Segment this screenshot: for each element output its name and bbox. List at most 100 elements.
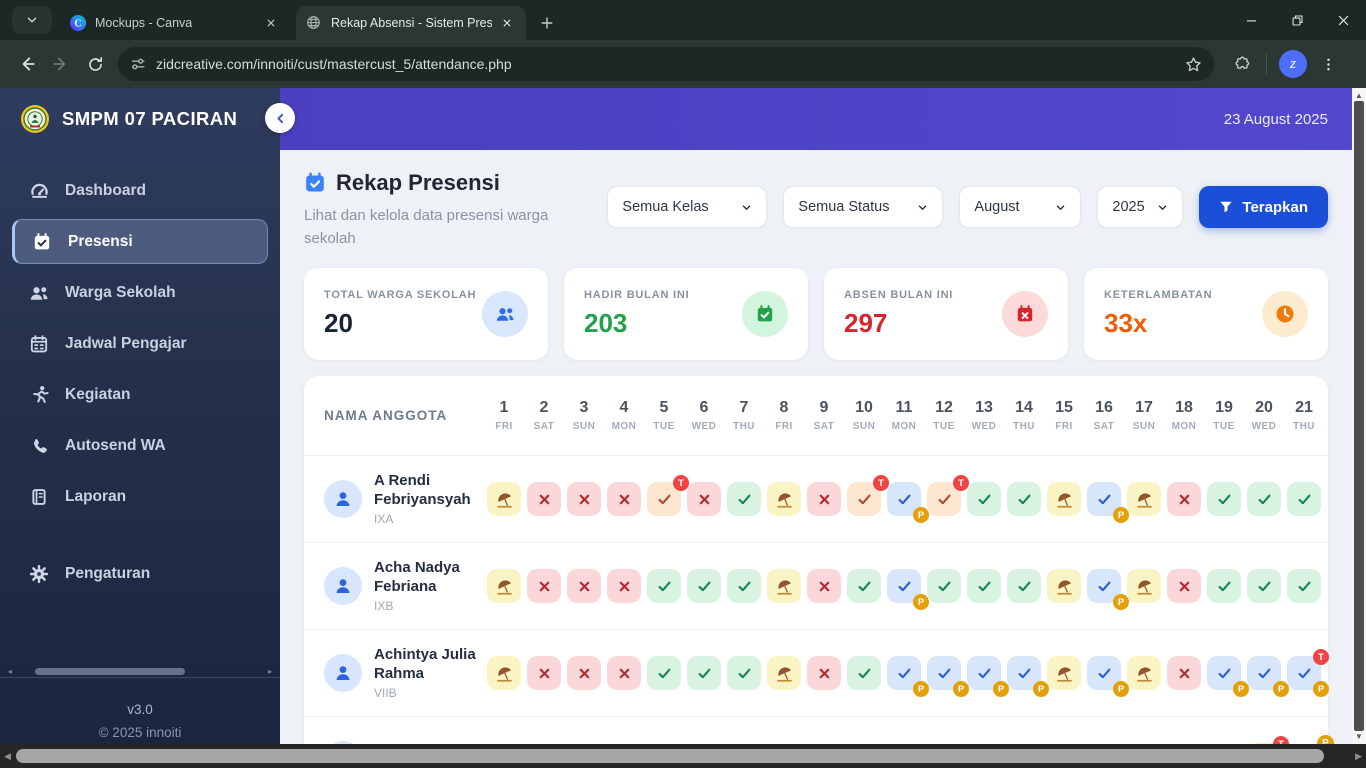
- sidebar-collapse-button[interactable]: [265, 103, 295, 133]
- status-absent[interactable]: [807, 656, 841, 690]
- status-late[interactable]: T: [647, 482, 681, 516]
- status-holiday[interactable]: [1047, 569, 1081, 603]
- sidebar-item-dashboard[interactable]: Dashboard: [12, 168, 268, 213]
- status-present[interactable]: [1207, 569, 1241, 603]
- sidebar-scroll-thumb[interactable]: [35, 668, 185, 675]
- status-present[interactable]: [1287, 482, 1321, 516]
- status-holiday[interactable]: [767, 482, 801, 516]
- status-izin-late[interactable]: TP: [1287, 656, 1321, 690]
- month-select[interactable]: August: [959, 186, 1081, 228]
- reload-icon[interactable]: [78, 47, 112, 81]
- status-absent[interactable]: [1167, 656, 1201, 690]
- status-absent[interactable]: [567, 482, 601, 516]
- status-present[interactable]: [647, 569, 681, 603]
- tab-close-icon[interactable]: [262, 14, 280, 32]
- status-present[interactable]: [1207, 482, 1241, 516]
- status-izin[interactable]: P: [887, 482, 921, 516]
- scroll-right-icon[interactable]: ▸: [268, 667, 272, 676]
- scroll-right-icon[interactable]: ▶: [1355, 751, 1362, 762]
- status-present[interactable]: [847, 569, 881, 603]
- sidebar-item-warga-sekolah[interactable]: Warga Sekolah: [12, 270, 268, 315]
- status-izin[interactable]: P: [967, 656, 1001, 690]
- status-holiday[interactable]: [487, 656, 521, 690]
- close-window-button[interactable]: [1320, 0, 1366, 40]
- status-present[interactable]: [1007, 569, 1041, 603]
- sidebar-item-kegiatan[interactable]: Kegiatan: [12, 372, 268, 417]
- status-present[interactable]: [1247, 569, 1281, 603]
- url-text[interactable]: zidcreative.com/innoiti/cust/mastercust_…: [156, 56, 1178, 72]
- status-present[interactable]: [727, 482, 761, 516]
- address-bar[interactable]: zidcreative.com/innoiti/cust/mastercust_…: [118, 47, 1214, 81]
- horizontal-scrollbar[interactable]: ◀ ▶: [0, 744, 1366, 768]
- status-holiday[interactable]: [487, 482, 521, 516]
- status-holiday[interactable]: [487, 569, 521, 603]
- bookmark-star-icon[interactable]: [1178, 49, 1208, 79]
- status-holiday[interactable]: [1127, 482, 1161, 516]
- vertical-scroll-thumb[interactable]: [1354, 101, 1364, 731]
- status-izin[interactable]: P: [1007, 656, 1041, 690]
- status-present[interactable]: [687, 656, 721, 690]
- status-absent[interactable]: [687, 482, 721, 516]
- status-present[interactable]: [1287, 569, 1321, 603]
- browser-menu-icon[interactable]: [1311, 47, 1345, 81]
- status-absent[interactable]: [1167, 569, 1201, 603]
- status-present[interactable]: [727, 569, 761, 603]
- tab-search-button[interactable]: [12, 6, 52, 34]
- status-izin[interactable]: P: [1207, 656, 1241, 690]
- back-icon[interactable]: [10, 47, 44, 81]
- status-absent[interactable]: [607, 482, 641, 516]
- status-present[interactable]: [647, 656, 681, 690]
- status-absent[interactable]: [567, 569, 601, 603]
- browser-tab-rekap-absensi[interactable]: Rekap Absensi - Sistem Presens: [296, 6, 526, 40]
- sidebar-item-autosend-wa[interactable]: Autosend WA: [12, 423, 268, 468]
- status-absent[interactable]: [567, 656, 601, 690]
- status-absent[interactable]: [527, 569, 561, 603]
- status-izin[interactable]: P: [927, 656, 961, 690]
- status-present[interactable]: [727, 656, 761, 690]
- scroll-left-icon[interactable]: ◀: [4, 751, 11, 762]
- status-izin[interactable]: P: [1087, 482, 1121, 516]
- minimize-button[interactable]: [1228, 0, 1274, 40]
- status-absent[interactable]: [527, 482, 561, 516]
- status-absent[interactable]: [807, 482, 841, 516]
- sidebar-item-presensi[interactable]: Presensi: [12, 219, 268, 264]
- status-izin[interactable]: P: [1087, 656, 1121, 690]
- kelas-select[interactable]: Semua Kelas: [607, 186, 767, 228]
- status-izin[interactable]: P: [887, 656, 921, 690]
- vertical-scrollbar[interactable]: ▲ ▼: [1352, 88, 1366, 744]
- status-holiday[interactable]: [1047, 482, 1081, 516]
- site-settings-icon[interactable]: [130, 56, 146, 72]
- scroll-up-icon[interactable]: ▲: [1352, 91, 1366, 100]
- extensions-icon[interactable]: [1224, 47, 1258, 81]
- status-absent[interactable]: [527, 656, 561, 690]
- browser-tab-canva[interactable]: C Mockups - Canva: [60, 6, 290, 40]
- status-present[interactable]: [847, 656, 881, 690]
- scroll-down-icon[interactable]: ▼: [1352, 732, 1366, 741]
- sidebar-item-jadwal-pengajar[interactable]: Jadwal Pengajar: [12, 321, 268, 366]
- sidebar-item-laporan[interactable]: Laporan: [12, 474, 268, 519]
- status-present[interactable]: [1007, 482, 1041, 516]
- new-tab-button[interactable]: [532, 8, 562, 38]
- status-izin[interactable]: P: [1247, 656, 1281, 690]
- status-present[interactable]: [967, 482, 1001, 516]
- sidebar-scrollbar[interactable]: ◂ ▸: [0, 666, 280, 678]
- status-izin[interactable]: P: [887, 569, 921, 603]
- scroll-left-icon[interactable]: ◂: [8, 667, 12, 676]
- status-late[interactable]: T: [927, 482, 961, 516]
- status-present[interactable]: [1247, 482, 1281, 516]
- horizontal-scroll-thumb[interactable]: [16, 749, 1324, 763]
- status-holiday[interactable]: [767, 656, 801, 690]
- status-select[interactable]: Semua Status: [783, 186, 943, 228]
- status-holiday[interactable]: [1047, 656, 1081, 690]
- status-present[interactable]: [967, 569, 1001, 603]
- status-absent[interactable]: [607, 569, 641, 603]
- status-absent[interactable]: [607, 656, 641, 690]
- profile-avatar[interactable]: z: [1279, 50, 1307, 78]
- status-izin[interactable]: P: [1087, 569, 1121, 603]
- status-holiday[interactable]: [1127, 656, 1161, 690]
- status-absent[interactable]: [807, 569, 841, 603]
- status-present[interactable]: [687, 569, 721, 603]
- apply-filter-button[interactable]: Terapkan: [1199, 186, 1328, 228]
- status-holiday[interactable]: [767, 569, 801, 603]
- status-late[interactable]: T: [847, 482, 881, 516]
